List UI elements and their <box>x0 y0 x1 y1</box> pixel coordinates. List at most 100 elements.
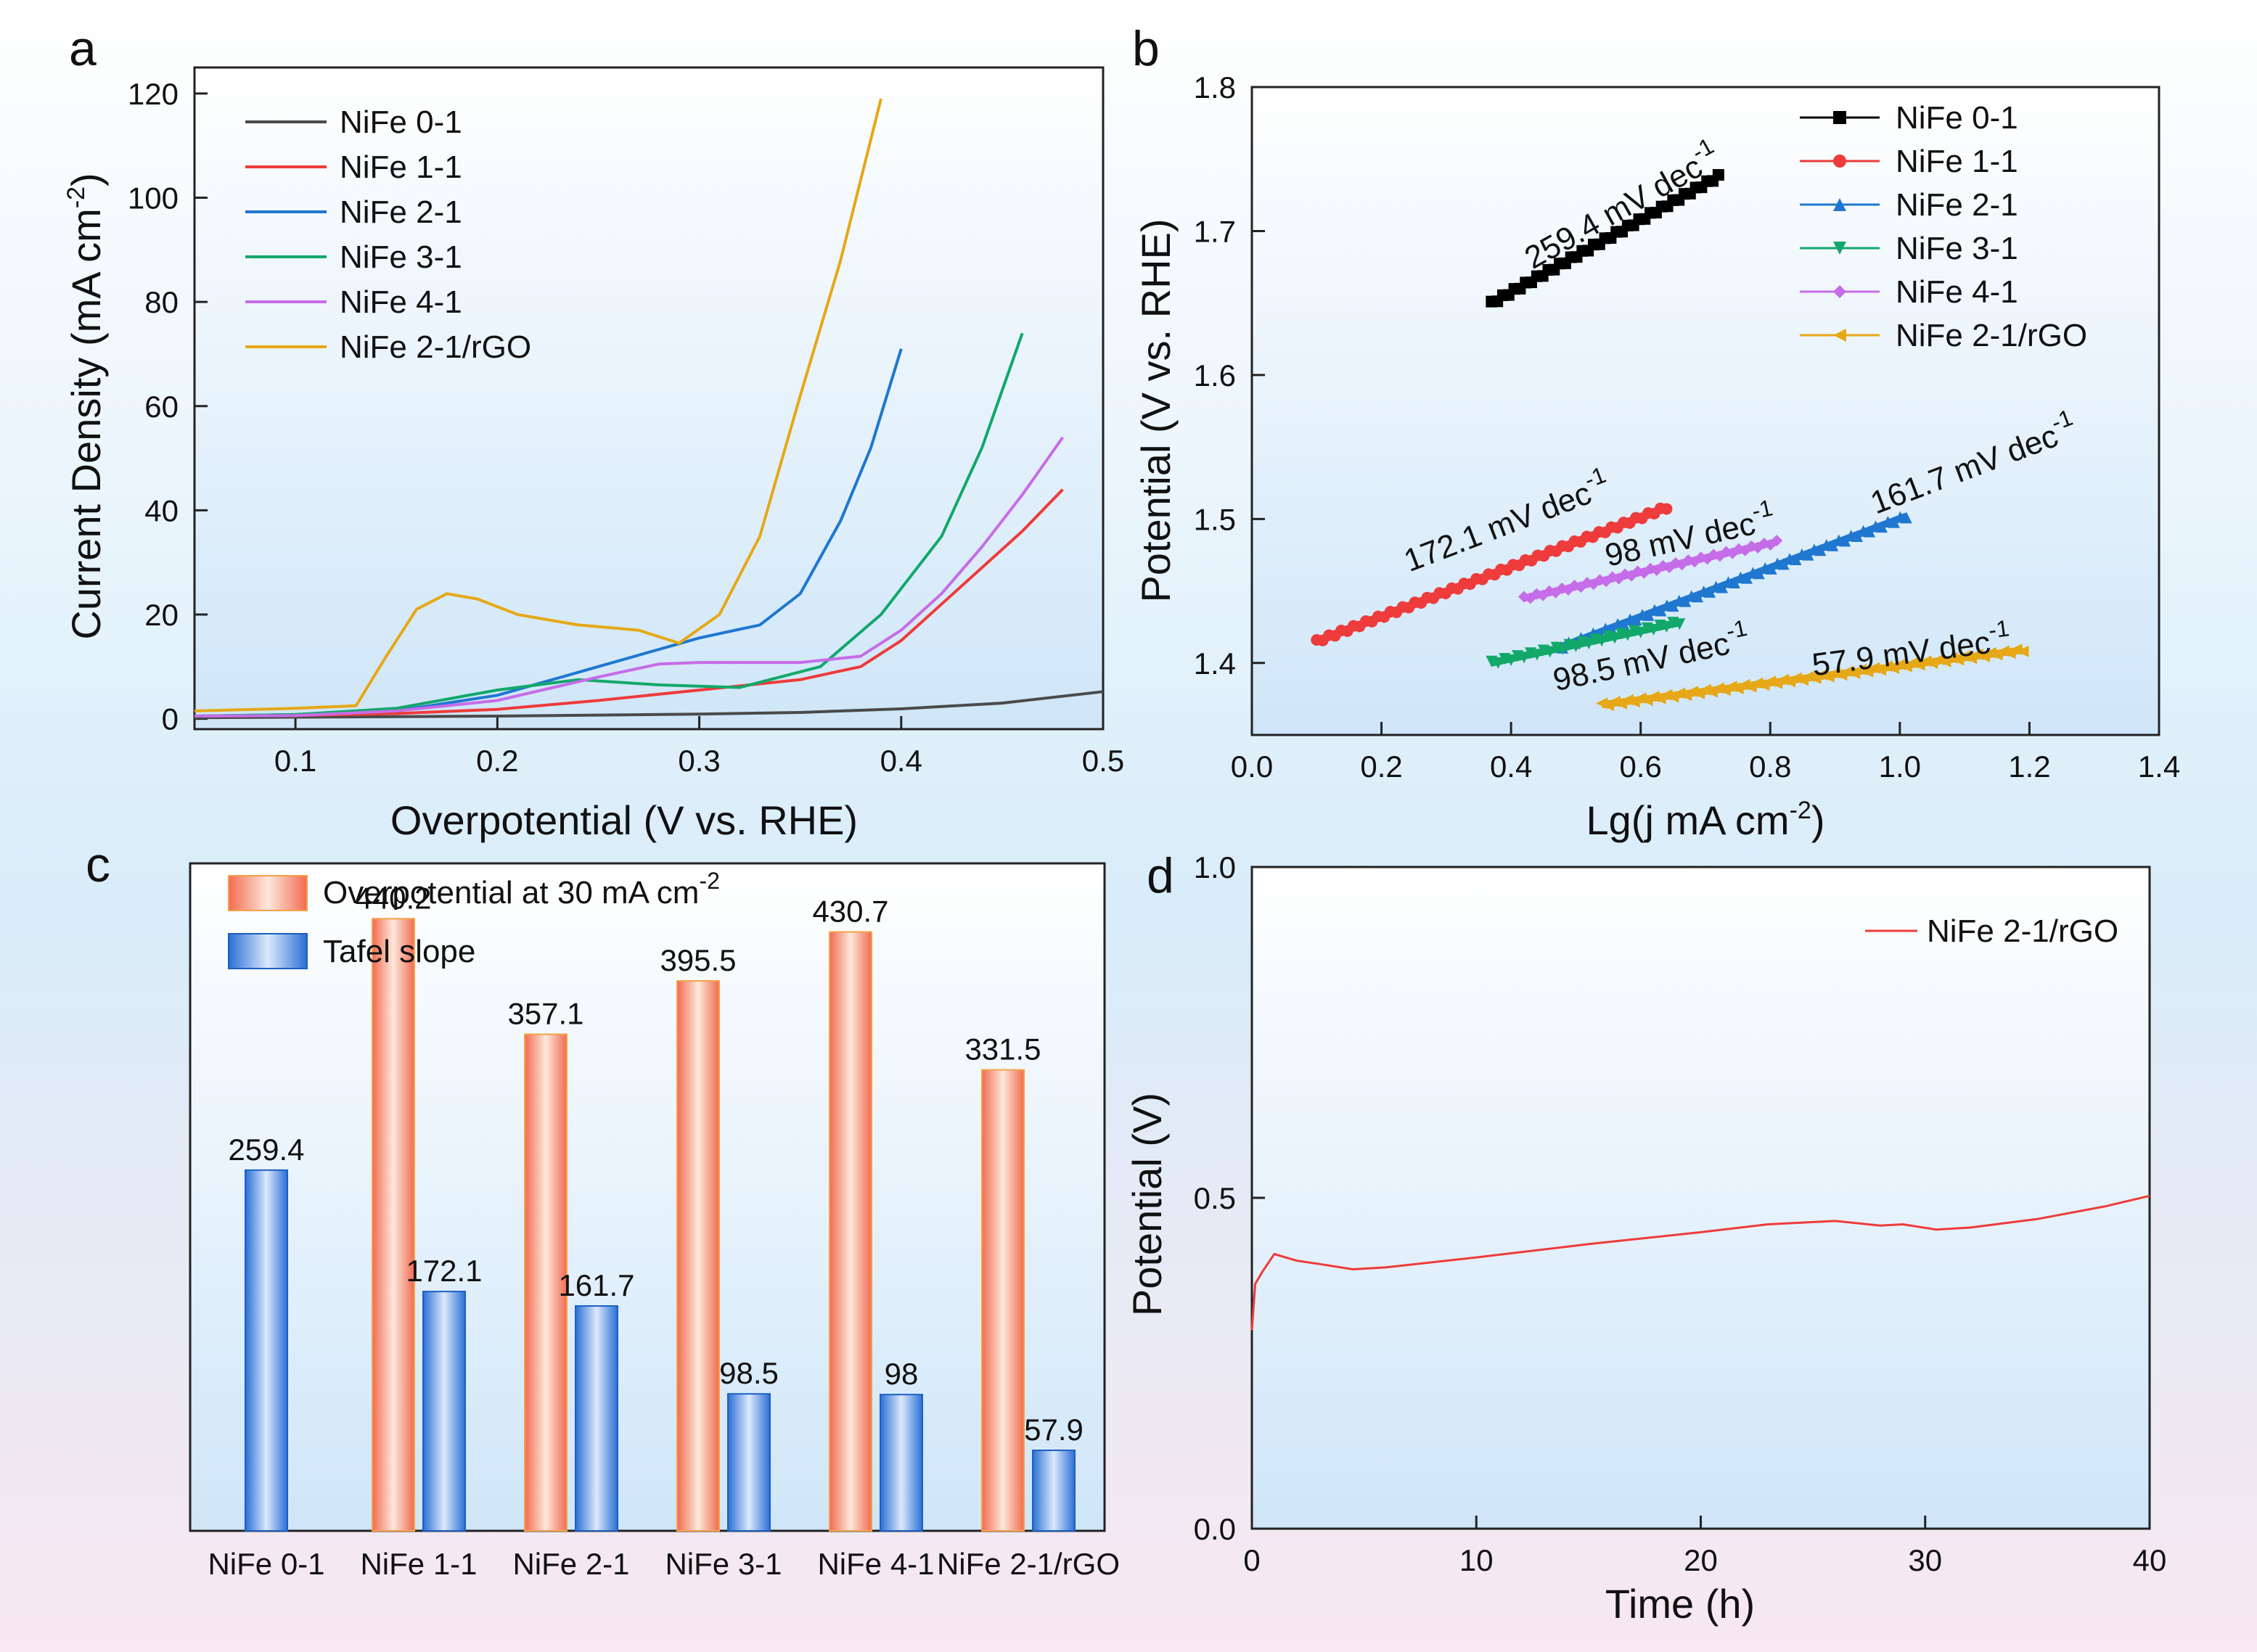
panel-c-bar-overpotential <box>829 931 872 1532</box>
panel-c-bar-value: 161.7 <box>558 1268 634 1302</box>
panel-b-ytick-label: 1.8 <box>1194 70 1236 104</box>
panel-a-legend-label: NiFe 3-1 <box>340 239 462 275</box>
panel-b-ytick-label: 1.6 <box>1194 358 1236 393</box>
panel-b-xtick-label: 1.0 <box>1879 749 1921 784</box>
panel-b-point-nife-2-1 <box>1655 604 1667 617</box>
panel-a-xtick-label: 0.5 <box>1082 744 1124 778</box>
panel-c-category-label: NiFe 2-1/rGO <box>937 1547 1120 1581</box>
panel-a-line-nife-3-1 <box>194 332 1024 718</box>
panel-b-legend-label: NiFe 2-1 <box>1896 187 2018 223</box>
panel-d-xtick-label: 30 <box>1908 1543 1942 1577</box>
panel-a-line-nife-1-1 <box>194 488 1064 718</box>
panel-b-xtick-label: 0.8 <box>1749 749 1791 784</box>
panel-c-bar-value: 98 <box>885 1357 919 1391</box>
panel-b-legend-marker <box>1833 285 1846 298</box>
panel-a-legend-label: NiFe 2-1 <box>340 194 462 230</box>
panel-a: a 0.1 0.2 0.3 0.4 0.5 0 20 40 60 80 100 120 NiFe 0-… <box>62 21 1124 843</box>
panel-b-point-nife-3-1 <box>1557 643 1569 655</box>
panel-a-ylabel: Current Density (mA cm-2) <box>62 173 109 639</box>
panel-b-point-nife-3-1 <box>1518 652 1530 664</box>
panel-a-xtick-label: 0.4 <box>880 744 922 778</box>
panel-b-legend-label: NiFe 3-1 <box>1896 231 2018 266</box>
panel-b-point-nife-4-1 <box>1771 535 1783 547</box>
panel-c-category-label: NiFe 3-1 <box>665 1547 782 1581</box>
panel-c-bar-value: 98.5 <box>719 1356 779 1390</box>
panel-d-ytick-label: 1.0 <box>1194 850 1236 884</box>
panel-b-legend-marker <box>1833 111 1846 124</box>
panel-c-bar-value: 357.1 <box>507 997 583 1031</box>
panel-label-d: d <box>1147 848 1174 903</box>
panel-b-legend-marker <box>1833 198 1846 211</box>
panel-label-b: b <box>1132 21 1160 76</box>
panel-c-bar-value: 172.1 <box>406 1254 482 1288</box>
panel-a-ytick-label: 0 <box>162 702 179 736</box>
panel-b-point-nife-3-1 <box>1583 638 1595 650</box>
panel-d-ylabel: Potential (V) <box>1124 1093 1170 1316</box>
panel-a-ytick-label: 40 <box>144 493 179 527</box>
panel-c-category-label: NiFe 0-1 <box>208 1547 324 1581</box>
panel-d-xtick-label: 20 <box>1684 1543 1718 1577</box>
panel-b-point-nife-2-1 <box>1765 562 1777 575</box>
panel-a-ytick-label: 120 <box>128 77 179 111</box>
panel-b-point-nife-3-1 <box>1621 629 1634 641</box>
panel-d-line-nife-2-1-rgo <box>1250 1194 2150 1331</box>
panel-c-bar-tafel <box>1032 1450 1076 1532</box>
panel-c-bar-overpotential <box>676 979 720 1532</box>
panel-c-bar-tafel <box>880 1394 923 1532</box>
panel-d-plot-area <box>1250 866 2151 1530</box>
panel-c-category-label: NiFe 4-1 <box>817 1547 934 1581</box>
panel-b-point-nife-2-1 <box>1802 548 1814 561</box>
panel-d-xtick-label: 10 <box>1459 1543 1494 1577</box>
panel-b-point-nife-2-1 <box>1679 595 1692 607</box>
panel-b-point-nife-2-1 <box>1851 530 1864 542</box>
panel-c-bar-tafel <box>575 1305 618 1532</box>
panel-b-point-nife-2-1 <box>1728 577 1740 589</box>
panel-d-xlabel: Time (h) <box>1605 1581 1755 1627</box>
panel-a-xtick-label: 0.3 <box>678 744 720 778</box>
panel-b-point-nife-2-1 <box>1716 581 1729 593</box>
panel-c-legend-swatch <box>228 875 308 911</box>
panel-c-bar-tafel <box>727 1393 771 1532</box>
panel-b-point-nife-2-1 <box>1667 600 1679 612</box>
panel-a-xtick-label: 0.2 <box>476 744 518 778</box>
panel-b-xtick-label: 0.4 <box>1490 749 1532 784</box>
panel-b-legend-label: NiFe 2-1/rGO <box>1896 318 2087 353</box>
panel-c-bar-value: 259.4 <box>228 1133 304 1167</box>
panel-a-xtick-label: 0.1 <box>274 744 316 778</box>
panel-b-point-nife-2-1 <box>1642 609 1655 621</box>
panel-b-point-nife-2-1 <box>1630 614 1642 626</box>
panel-c-bar-value: 430.7 <box>812 894 888 928</box>
panel-b-xtick-label: 0.0 <box>1231 749 1273 784</box>
panel-b-point-nife-2-1 <box>1777 558 1790 570</box>
panel-b-plot-area <box>1250 86 2160 736</box>
panel-b-point-nife-3-1 <box>1492 657 1504 669</box>
panel-c-bar-value: 331.5 <box>964 1032 1041 1067</box>
panel-b-point-nife-2-1 <box>1864 525 1876 538</box>
panel-b-xtick-label: 1.4 <box>2138 749 2180 784</box>
panel-b-point-nife-0-1 <box>1712 169 1724 181</box>
panel-b-point-nife-2-1 <box>1900 511 1912 524</box>
panel-c-bar-overpotential <box>524 1033 568 1532</box>
panel-c-category-label: NiFe 1-1 <box>360 1547 477 1581</box>
panel-c-bar-tafel <box>422 1291 466 1532</box>
panel-d-xtick-label: 40 <box>2133 1543 2167 1577</box>
panel-b-point-nife-2-1 <box>1814 544 1827 556</box>
panel-d-ytick-label: 0.5 <box>1194 1181 1236 1215</box>
panel-a-line-nife-4-1 <box>194 436 1065 718</box>
panel-b-point-nife-3-1 <box>1596 635 1608 647</box>
panel-c-bar-value: 395.5 <box>660 943 736 977</box>
panel-a-ytick-label: 100 <box>128 181 179 215</box>
panel-b-xlabel: Lg(j mA cm-2) <box>1586 797 1825 843</box>
panel-b-point-nife-2-1 <box>1827 539 1839 551</box>
panel-d-ytick-label: 0.0 <box>1194 1512 1236 1546</box>
panel-c-bar-value: 440.2 <box>355 881 431 915</box>
panel-b-point-nife-2-1 <box>1839 535 1851 547</box>
panel-b-point-nife-3-1 <box>1544 646 1556 658</box>
panel-a-legend-label: NiFe 0-1 <box>340 104 462 140</box>
panel-b: b 0.0 0.2 0.4 0.6 0.8 1.0 1.2 1.4 1.4 1.5 1.6 1.7 1.… <box>1132 21 2180 843</box>
panel-a-line-nife-2-1-rgo <box>194 98 882 712</box>
panel-b-point-nife-2-1-rgo <box>2017 645 2029 657</box>
panel-a-plot-area <box>193 66 1105 731</box>
panel-b-legend-label: NiFe 1-1 <box>1896 144 2018 179</box>
